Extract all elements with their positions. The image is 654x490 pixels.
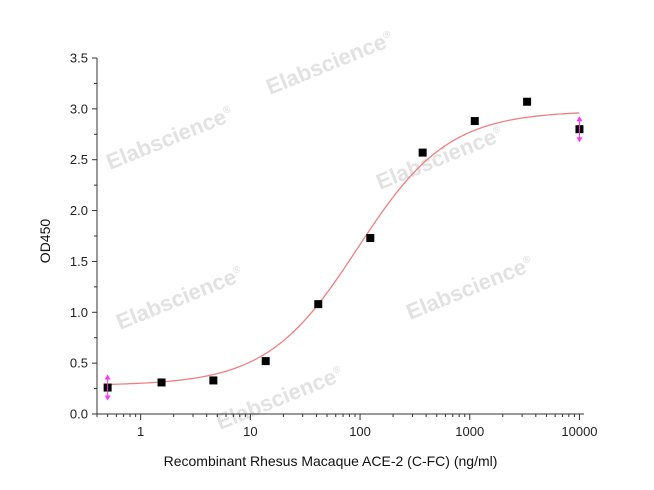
watermark-4: Elabscience®	[403, 251, 538, 325]
watermark-1: Elabscience®	[103, 101, 238, 175]
x-tick-label-0: 1	[137, 424, 144, 439]
data-point-2	[209, 376, 218, 385]
watermarks: Elabscience® Elabscience® Elabscience® Elab…	[103, 26, 538, 435]
data-point-3	[261, 357, 270, 366]
range-arrow-down-0	[104, 395, 111, 401]
data-point-6	[418, 148, 427, 157]
watermark-3: Elabscience®	[113, 261, 248, 335]
fit-curve	[107, 112, 580, 386]
y-tick-label-0: 0.0	[70, 407, 88, 422]
x-axis-title: Recombinant Rhesus Macaque ACE-2 (C-FC) …	[164, 453, 498, 469]
data-point-5	[366, 234, 375, 243]
y-tick-label-4: 2.0	[70, 203, 88, 218]
x-tick-label-1: 10	[243, 424, 257, 439]
range-arrow-up-0	[104, 374, 111, 380]
x-tick-label-2: 100	[349, 424, 371, 439]
y-tick-label-2: 1.0	[70, 305, 88, 320]
y-tick-label-5: 2.5	[70, 152, 88, 167]
x-tick-label-4: 10000	[561, 424, 597, 439]
data-point-1	[157, 378, 166, 387]
range-arrow-up-1	[576, 116, 583, 122]
range-arrow-down-1	[576, 137, 583, 143]
y-tick-label-3: 1.5	[70, 254, 88, 269]
axes	[96, 58, 584, 415]
y-axis-title: OD450	[37, 219, 53, 264]
watermark-2: Elabscience®	[373, 121, 508, 195]
y-tick-label-1: 0.5	[70, 356, 88, 371]
x-tick-label-3: 1000	[455, 424, 484, 439]
watermark-5: Elabscience®	[213, 361, 348, 435]
data-point-8	[523, 97, 532, 106]
range-arrows	[104, 116, 583, 401]
watermark-0: Elabscience®	[263, 26, 398, 100]
data-point-7	[470, 117, 479, 126]
y-tick-label-7: 3.5	[70, 51, 88, 66]
ticks: 0.0 0.5 1.0 1.5 2.0 2.5 3.0 3.5 1 10 100 1000 10000	[70, 51, 598, 440]
y-tick-label-6: 3.0	[70, 101, 88, 116]
data-point-4	[314, 300, 323, 309]
